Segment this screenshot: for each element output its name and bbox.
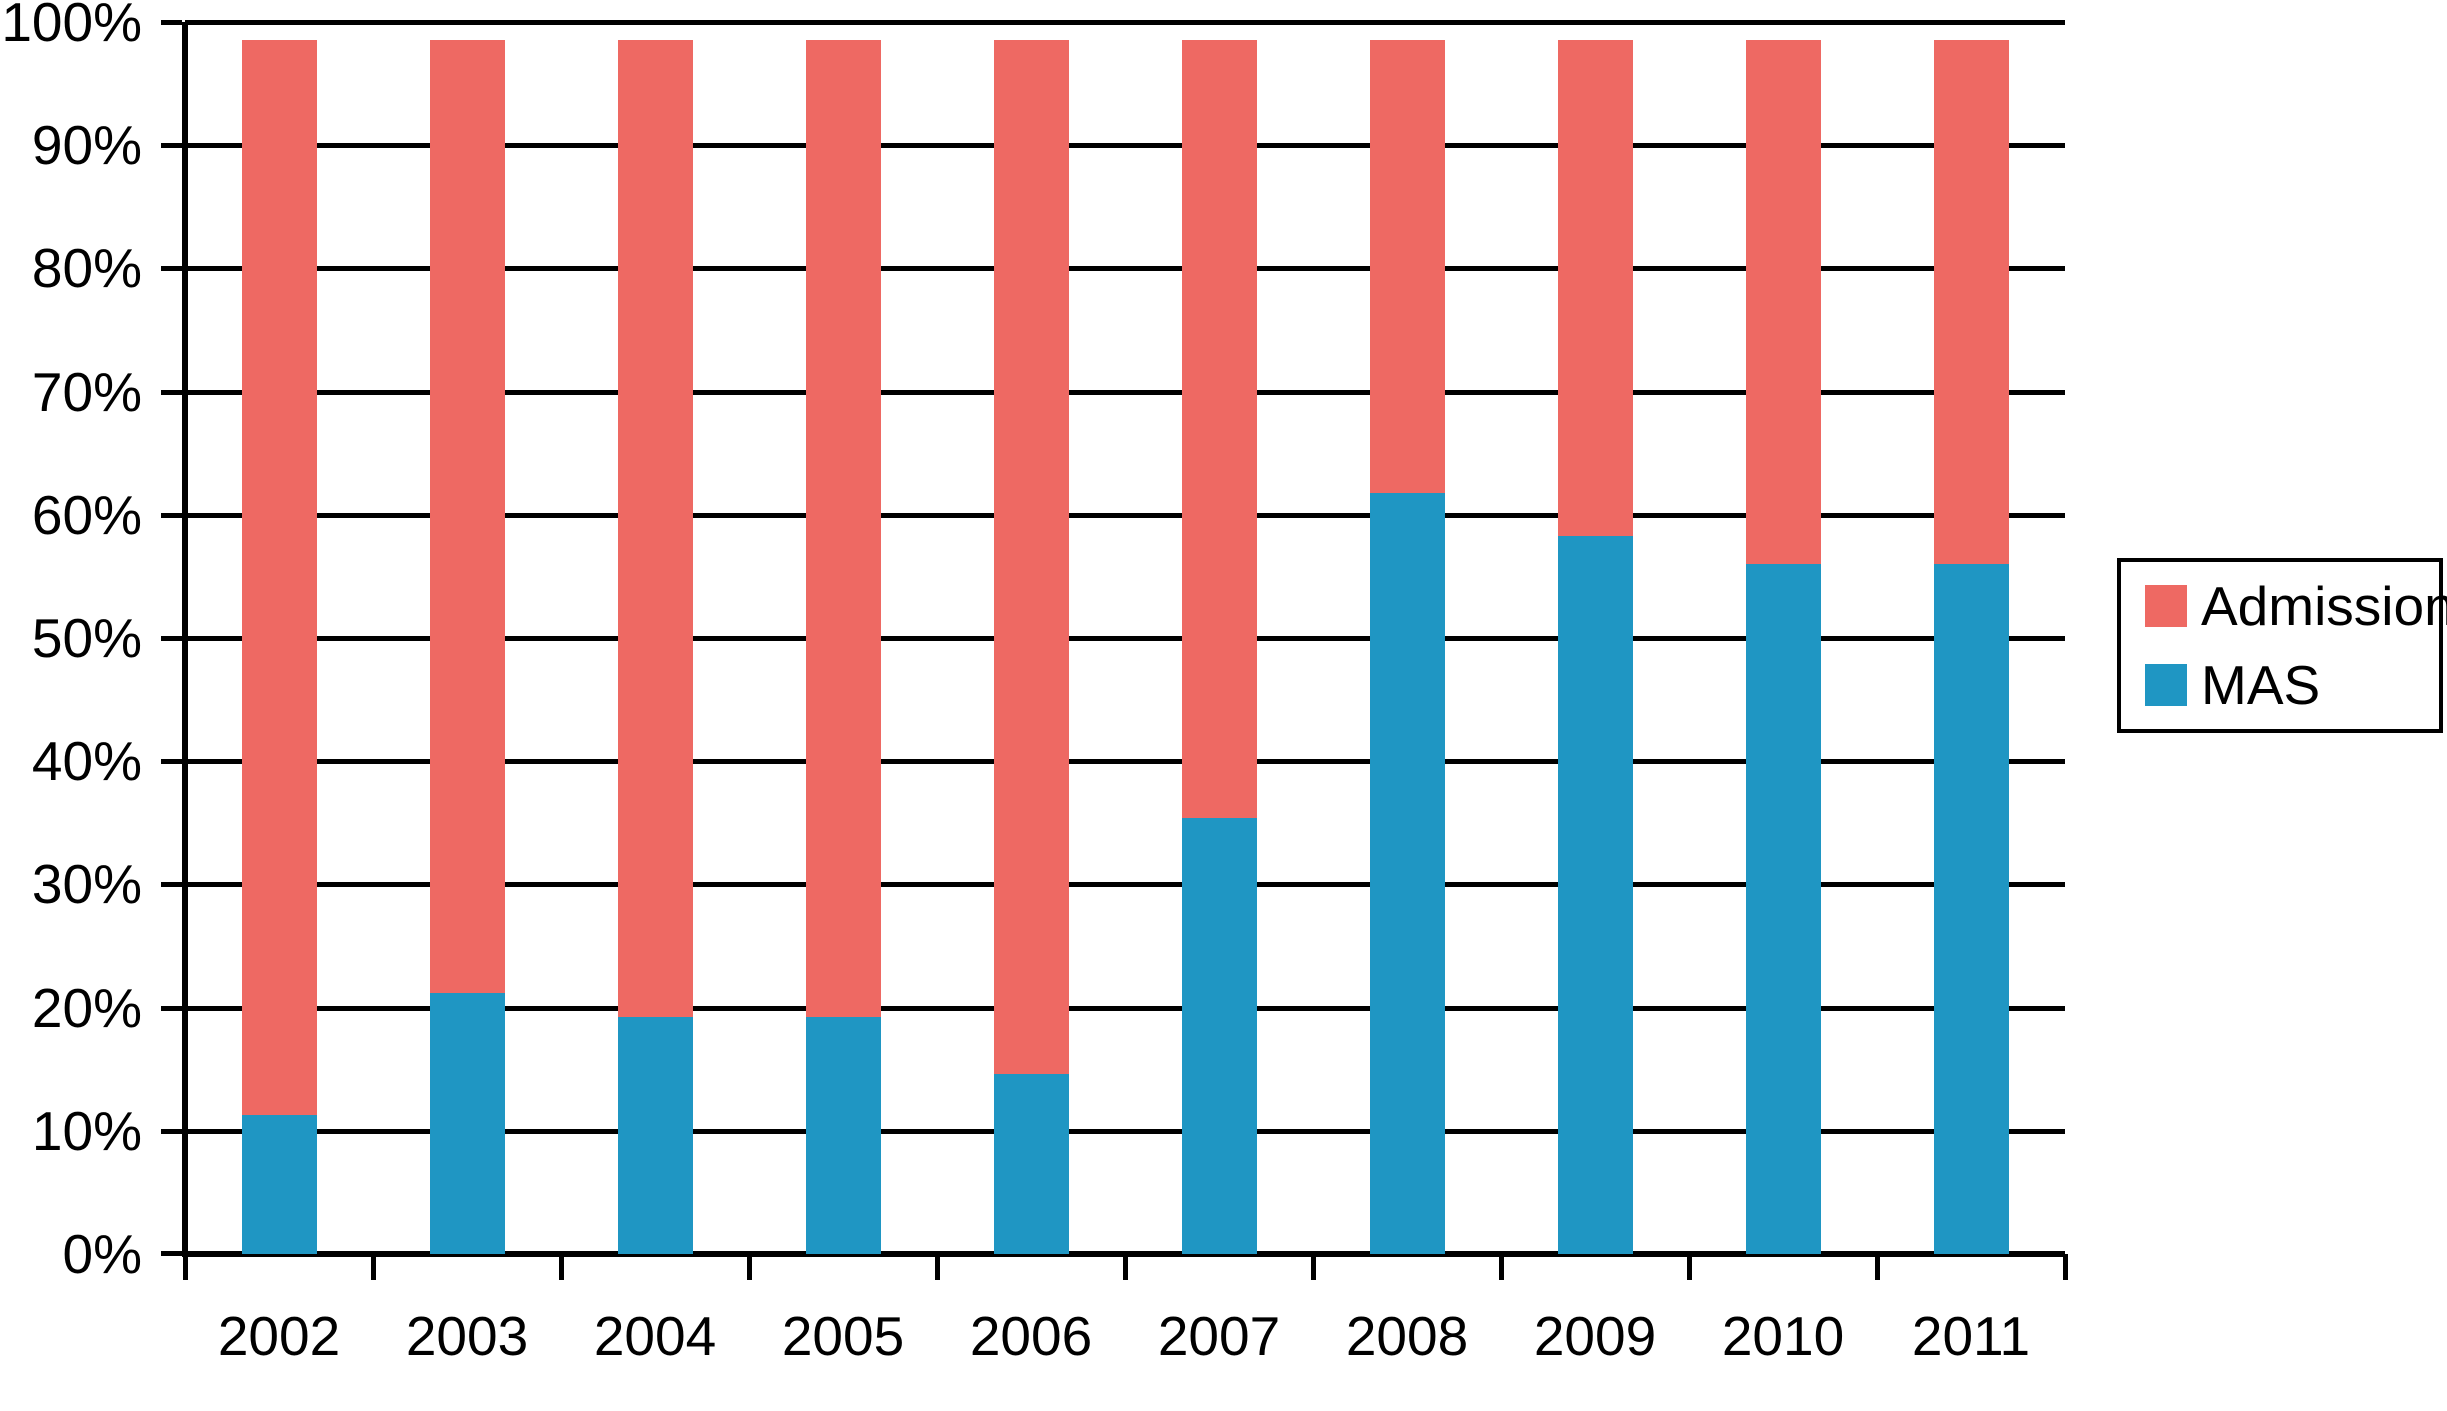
- bar-2011-mas: [1934, 564, 2009, 1254]
- plot-area: [161, 20, 2068, 1280]
- x-tick-10: [2063, 1254, 2068, 1280]
- bar-2010-admission: [1746, 40, 1821, 565]
- y-tick-60: [161, 513, 182, 518]
- gridline-70: [185, 390, 2065, 395]
- y-tick-80: [161, 266, 182, 271]
- bar-2003-mas: [430, 992, 505, 1254]
- bar-2002-admission: [242, 40, 317, 1115]
- x-tick-label-2005: 2005: [781, 1305, 905, 1367]
- y-tick-0: [161, 1251, 182, 1256]
- y-axis-labels: 0% 10% 20% 30% 40% 50% 60% 70% 80% 90% 100%: [0, 0, 142, 1285]
- x-tick-1: [371, 1254, 376, 1280]
- bar-2010-mas: [1746, 564, 1821, 1254]
- legend: Admission MAS: [2117, 558, 2447, 733]
- x-tick-label-2010: 2010: [1721, 1305, 1845, 1367]
- y-tick-label-70: 70%: [31, 360, 142, 423]
- bar-2008-mas: [1370, 492, 1445, 1254]
- y-tick-label-20: 20%: [31, 976, 142, 1039]
- gridline-40: [185, 759, 2065, 764]
- gridline-90: [185, 143, 2065, 148]
- y-tick-30: [161, 882, 182, 887]
- gridline-100: [185, 20, 2065, 25]
- bar-2008-admission: [1370, 40, 1445, 493]
- y-tick-label-50: 50%: [31, 607, 142, 669]
- gridline-20: [185, 1006, 2065, 1011]
- y-tick-70: [161, 390, 182, 395]
- y-tick-label-100: 100%: [1, 0, 142, 53]
- bar-2005-mas: [806, 1017, 881, 1254]
- bar-2007-mas: [1182, 817, 1257, 1254]
- x-tick-label-2007: 2007: [1157, 1305, 1281, 1367]
- bar-2007-admission: [1182, 40, 1257, 818]
- y-tick-label-10: 10%: [31, 1099, 142, 1162]
- y-tick-100: [161, 20, 182, 25]
- x-tick-4: [935, 1254, 940, 1280]
- y-tick-label-0: 0%: [62, 1223, 143, 1285]
- y-tick-90: [161, 143, 182, 148]
- y-tick-label-80: 80%: [31, 237, 142, 300]
- bar-2006-mas: [994, 1074, 1069, 1254]
- legend-item-admission: Admission: [2145, 578, 2447, 634]
- bar-2009-admission: [1558, 40, 1633, 536]
- y-tick-label-30: 30%: [31, 853, 142, 916]
- bar-2004-mas: [618, 1017, 693, 1254]
- admission-color-swatch: [2145, 585, 2187, 627]
- gridline-10: [185, 1129, 2065, 1134]
- bar-2006-admission: [994, 40, 1069, 1075]
- x-tick-0: [183, 1254, 188, 1280]
- x-tick-label-2009: 2009: [1533, 1305, 1657, 1367]
- y-tick-50: [161, 636, 182, 641]
- gridline-50: [185, 636, 2065, 641]
- legend-label-admission: Admission: [2201, 574, 2447, 637]
- bar-2005-admission: [806, 40, 881, 1018]
- x-tick-9: [1875, 1254, 1880, 1280]
- x-tick-2: [559, 1254, 564, 1280]
- x-tick-label-2003: 2003: [405, 1305, 529, 1367]
- y-tick-label-40: 40%: [31, 730, 142, 793]
- x-tick-7: [1499, 1254, 1504, 1280]
- y-tick-10: [161, 1129, 182, 1134]
- y-tick-40: [161, 759, 182, 764]
- x-tick-6: [1311, 1254, 1316, 1280]
- gridline-60: [185, 513, 2065, 518]
- bar-2003-admission: [430, 40, 505, 993]
- bar-2009-mas: [1558, 535, 1633, 1254]
- x-tick-5: [1123, 1254, 1128, 1280]
- x-tick-label-2002: 2002: [217, 1305, 341, 1367]
- x-tick-label-2011: 2011: [1911, 1305, 2031, 1367]
- x-axis-labels: 2002 2003 2004 2005 2006 2007 2008 2009 2010 2011: [185, 1304, 2065, 1374]
- x-tick-label-2004: 2004: [593, 1305, 717, 1367]
- x-tick-label-2006: 2006: [969, 1305, 1093, 1367]
- y-tick-label-90: 90%: [31, 114, 142, 177]
- legend-item-mas: MAS: [2145, 653, 2439, 716]
- x-tick-3: [747, 1254, 752, 1280]
- y-axis-line: [182, 22, 188, 1257]
- bar-2002-mas: [242, 1114, 317, 1254]
- gridline-30: [185, 882, 2065, 887]
- x-tick-label-2008: 2008: [1345, 1305, 1469, 1367]
- y-tick-label-60: 60%: [31, 483, 142, 546]
- bar-2004-admission: [618, 40, 693, 1018]
- y-tick-20: [161, 1006, 182, 1011]
- x-tick-8: [1687, 1254, 1692, 1280]
- mas-color-swatch: [2145, 664, 2187, 706]
- legend-label-mas: MAS: [2201, 653, 2321, 716]
- bar-2011-admission: [1934, 40, 2009, 565]
- gridline-80: [185, 266, 2065, 271]
